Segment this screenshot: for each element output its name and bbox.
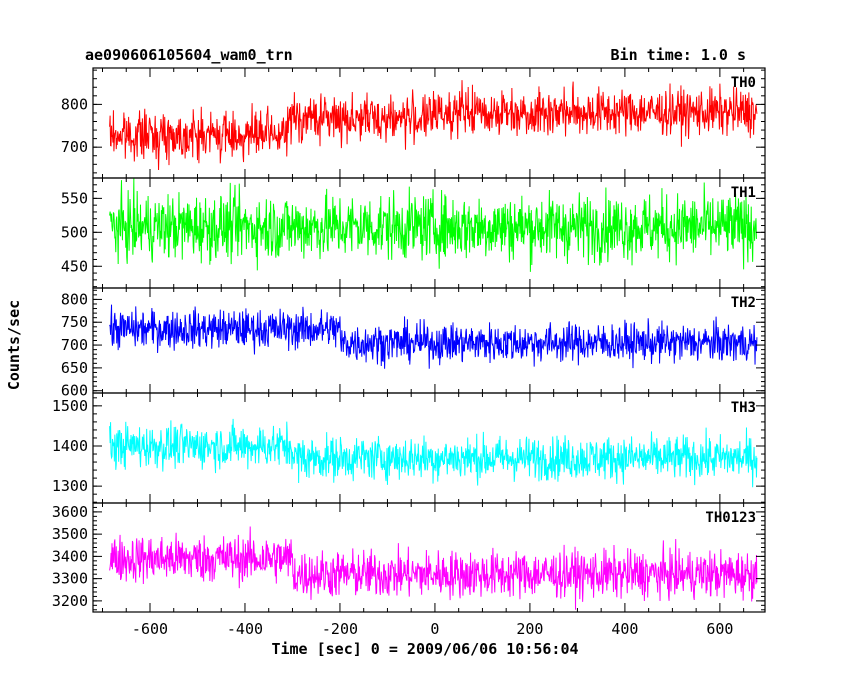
panel-th2: 600 650 700 750 800 TH2: [61, 287, 766, 400]
y-tick-label: 500: [61, 223, 88, 241]
y-tick-label: 650: [61, 359, 88, 377]
panel-th1: 450 500 550 TH1: [61, 177, 766, 289]
panel-label-th3: TH3: [731, 400, 756, 416]
panel-th0: 700 800 TH0: [61, 67, 766, 179]
y-axis-label: Counts/sec: [5, 300, 23, 390]
y-tick-label: 3500: [52, 525, 88, 543]
y-tick-label: 3300: [52, 570, 88, 588]
panel-label-th0123: TH0123: [705, 510, 756, 526]
y-tick-label: 550: [61, 189, 88, 207]
y-tick-label: 700: [61, 336, 88, 354]
panel-frame: [92, 502, 766, 613]
y-tick-label: 800: [61, 290, 88, 308]
x-axis-label: Time [sec] 0 = 2009/06/06 10:56:04: [271, 640, 578, 658]
y-tick-label: 1300: [52, 477, 88, 495]
panel-frame: [92, 287, 766, 394]
y-tick-label: 700: [61, 138, 88, 156]
series-line-th2: [109, 304, 758, 369]
x-axis-ticks: -600 -400 -200 0 200 400 600: [132, 620, 734, 638]
series-line-th3: [109, 418, 758, 488]
y-tick-label: 3200: [52, 592, 88, 610]
y-tick-label: 800: [61, 95, 88, 113]
panel-label-th1: TH1: [731, 185, 756, 201]
x-tick-label: -200: [322, 620, 358, 638]
x-tick-label: -400: [227, 620, 263, 638]
y-tick-label: 3400: [52, 547, 88, 565]
y-tick-label: 1400: [52, 437, 88, 455]
panel-label-th0: TH0: [731, 75, 756, 91]
x-tick-label: 600: [706, 620, 733, 638]
y-tick-label: 600: [61, 382, 88, 400]
panel-th0123: 3200 3300 3400 3500 3600 TH0123: [52, 502, 766, 613]
panel-th3: 1300 1400 1500 TH3: [52, 392, 766, 504]
y-tick-label: 3600: [52, 503, 88, 521]
y-tick-label: 1500: [52, 397, 88, 415]
x-tick-label: 0: [430, 620, 439, 638]
panel-label-th2: TH2: [731, 295, 756, 311]
series-line-th0: [109, 80, 758, 171]
panels-layer: 700 800 TH0 450 500 550 TH1 600 650 700 750 800 TH2 1…: [52, 67, 766, 613]
x-tick-label: 400: [611, 620, 638, 638]
y-tick-label: 750: [61, 313, 88, 331]
x-tick-label: -600: [132, 620, 168, 638]
series-line-th0123: [109, 526, 758, 610]
bin-time-label: Bin time: 1.0 s: [611, 46, 746, 64]
series-line-th1: [109, 178, 758, 272]
figure-title: ae090606105604_wam0_trn: [85, 46, 293, 64]
x-tick-label: 200: [516, 620, 543, 638]
y-tick-label: 450: [61, 257, 88, 275]
